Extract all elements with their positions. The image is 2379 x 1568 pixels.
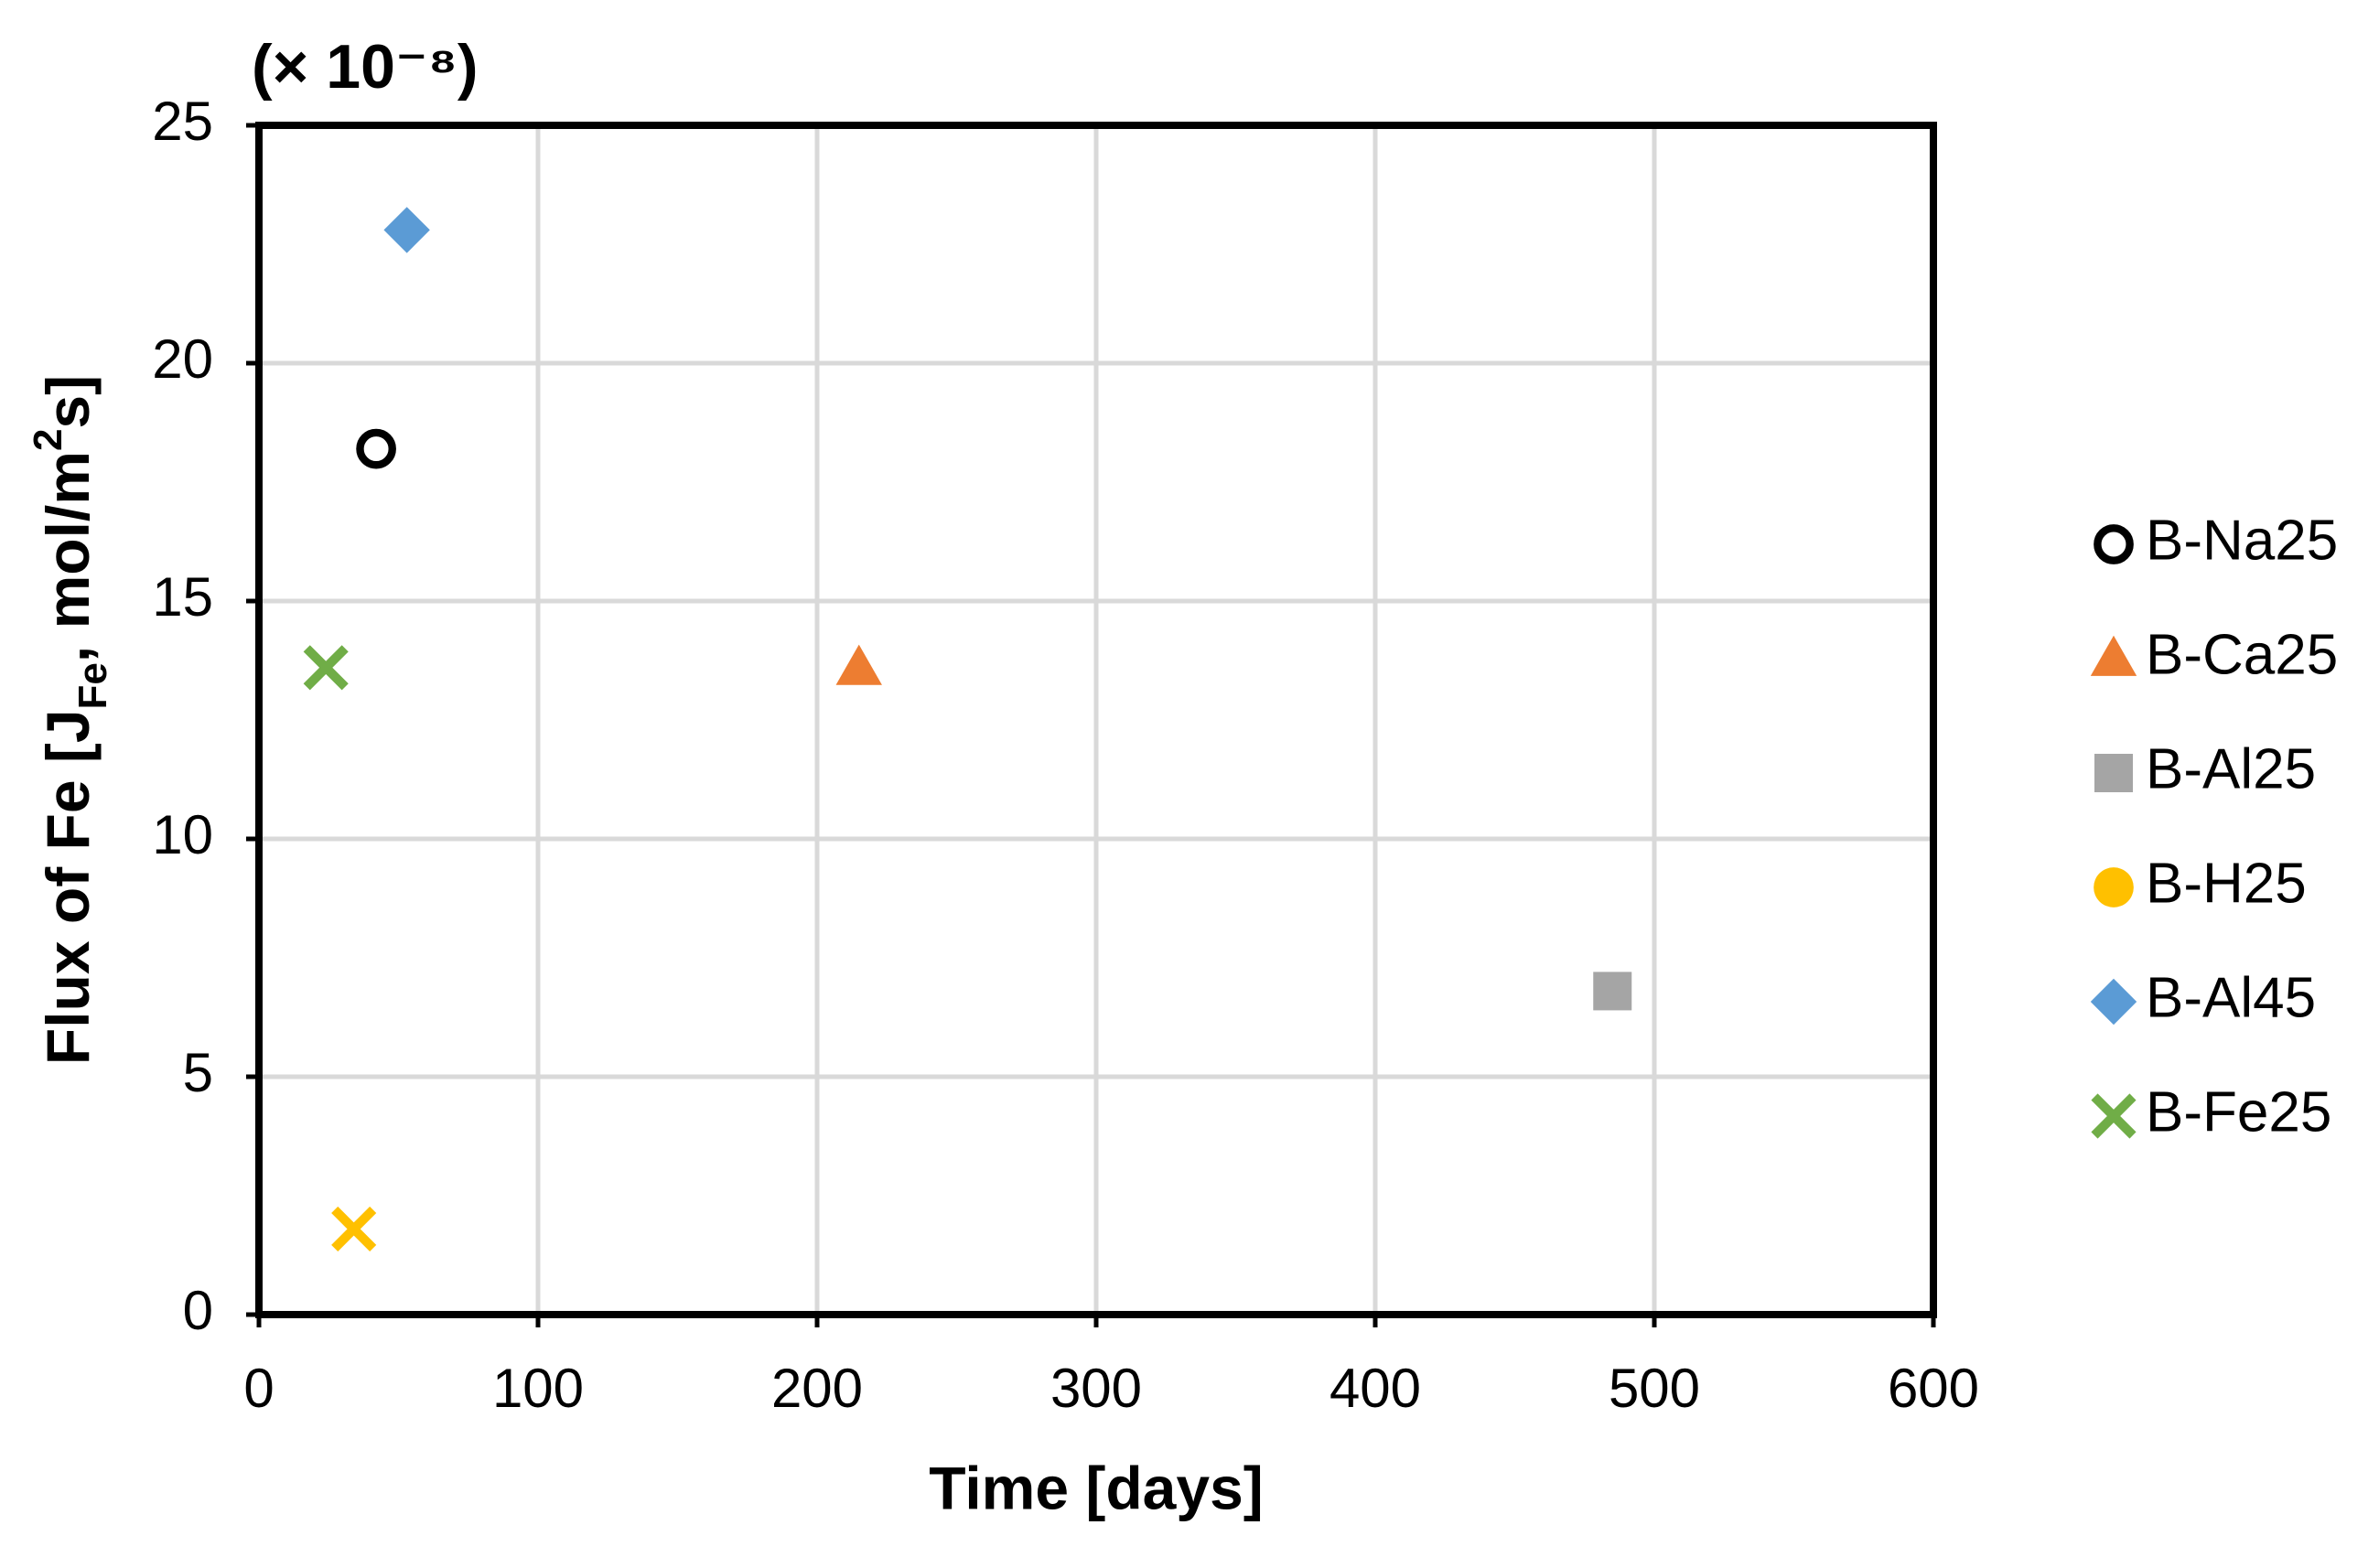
legend-label: B-Na25 xyxy=(2146,509,2338,572)
x-tick-label: 0 xyxy=(243,1358,274,1419)
x-tick-label: 200 xyxy=(771,1358,863,1419)
legend-label: B-Al45 xyxy=(2146,966,2316,1029)
x-tick-label: 600 xyxy=(1888,1358,1979,1419)
y-axis-title: Flux of Fe [JFe, mol/m2s] xyxy=(26,375,115,1065)
plot-frame xyxy=(255,122,1937,1318)
x-axis-title: Time [days] xyxy=(929,1454,1264,1521)
y-axis-title-part: Flux of Fe [J xyxy=(34,709,102,1065)
legend-marker xyxy=(2091,1093,2137,1139)
x-tick-label: 300 xyxy=(1050,1358,1142,1419)
y-tick-label: 5 xyxy=(183,1042,213,1103)
y-axis-title-part: Fe xyxy=(70,662,115,709)
y-axis-title-part: s] xyxy=(34,375,102,429)
y-axis-title-part: , mol/m xyxy=(34,451,102,662)
legend-marker xyxy=(2094,867,2134,908)
y-tick-label: 25 xyxy=(152,91,213,152)
legend-marker xyxy=(2090,978,2137,1026)
y-tick-label: 10 xyxy=(152,804,213,865)
x-tick-label: 400 xyxy=(1329,1358,1421,1419)
y-tick-label: 0 xyxy=(183,1280,213,1341)
marker xyxy=(383,207,430,253)
marker xyxy=(331,1206,377,1251)
legend-label: B-H25 xyxy=(2146,852,2307,915)
y-axis-title-part: 2 xyxy=(26,429,70,451)
legend-label: B-Ca25 xyxy=(2146,623,2338,686)
x-tick-label: 100 xyxy=(492,1358,584,1419)
legend-label: B-Al25 xyxy=(2146,737,2316,800)
marker xyxy=(303,645,349,691)
legend-marker xyxy=(2094,754,2133,792)
scale-label: (× 10⁻⁸) xyxy=(252,32,479,102)
y-tick-label: 15 xyxy=(152,566,213,628)
legend-marker xyxy=(2094,524,2134,564)
marker xyxy=(1593,972,1632,1011)
legend-label: B-Fe25 xyxy=(2146,1080,2331,1144)
marker xyxy=(356,428,396,469)
legend-marker xyxy=(2090,635,2137,676)
x-tick-label: 500 xyxy=(1609,1358,1700,1419)
marker xyxy=(835,644,882,685)
y-tick-label: 20 xyxy=(152,328,213,390)
